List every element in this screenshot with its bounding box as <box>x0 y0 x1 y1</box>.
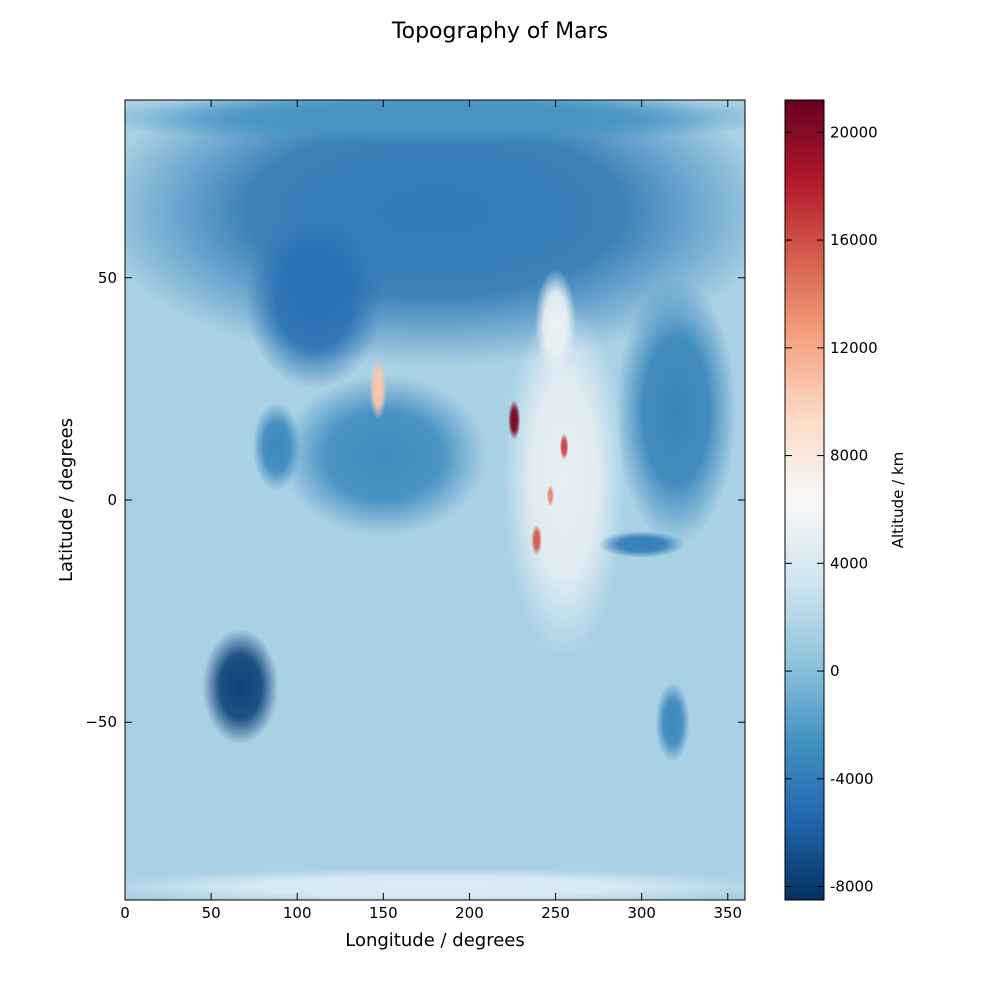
feature-south-polar-cap <box>125 868 745 900</box>
colorbar-tick-label: 20000 <box>830 123 878 141</box>
terrain-features <box>125 100 745 900</box>
y-tick-label: 50 <box>98 269 117 287</box>
feature-utopia-basin <box>245 211 384 389</box>
feature-argyre-basin <box>655 682 690 763</box>
feature-ascraeus-mons <box>559 433 569 460</box>
chart-title: Topography of Mars <box>391 19 608 44</box>
x-tick-label: 300 <box>627 904 656 922</box>
feature-isidis-basin <box>252 402 301 492</box>
x-axis-label: Longitude / degrees <box>345 930 525 951</box>
feature-tharsis-rise <box>503 300 625 656</box>
y-tick-label: −50 <box>85 713 117 731</box>
colorbar-tick-label: 0 <box>830 662 840 680</box>
y-tick-label: 0 <box>107 491 117 509</box>
x-tick-label: 200 <box>455 904 484 922</box>
colorbar <box>784 99 825 901</box>
feature-pavonis-mons <box>546 484 554 507</box>
x-tick-label: 100 <box>283 904 312 922</box>
feature-elysium-plain <box>280 375 487 536</box>
feature-hellas-basin <box>202 628 279 745</box>
colorbar-tick-label: 8000 <box>830 447 868 465</box>
y-axis-label: Latitude / degrees <box>56 418 77 582</box>
feature-olympus-mons <box>508 400 521 440</box>
feature-alba-patera <box>534 268 577 376</box>
x-tick-label: 50 <box>202 904 221 922</box>
colorbar-ticks: -8000 -4000 0 4000 8000 12000 16000 20000 <box>785 123 878 896</box>
colorbar-tick-label: 16000 <box>830 231 878 249</box>
heatmap-area <box>125 100 745 900</box>
colorbar-tick-label: 12000 <box>830 339 878 357</box>
feature-arsia-mons <box>531 524 542 556</box>
x-tick-label: 150 <box>369 904 398 922</box>
feature-elysium-mons <box>369 357 387 420</box>
x-tick-label: 0 <box>120 904 130 922</box>
feature-chryse-plain <box>615 277 737 545</box>
feature-north-polar-cap <box>125 100 745 145</box>
colorbar-label: Altitude / km <box>889 452 907 549</box>
colorbar-tick-label: 4000 <box>830 554 868 572</box>
y-axis-ticks: −50 0 50 <box>85 269 745 731</box>
x-axis-ticks: 0 50 100 150 200 250 300 350 <box>120 100 742 922</box>
colorbar-tick-label: -8000 <box>830 878 874 896</box>
x-tick-label: 250 <box>541 904 570 922</box>
colorbar-tick-label: -4000 <box>830 770 874 788</box>
feature-valles-marineris <box>598 531 685 558</box>
x-tick-label: 350 <box>713 904 742 922</box>
